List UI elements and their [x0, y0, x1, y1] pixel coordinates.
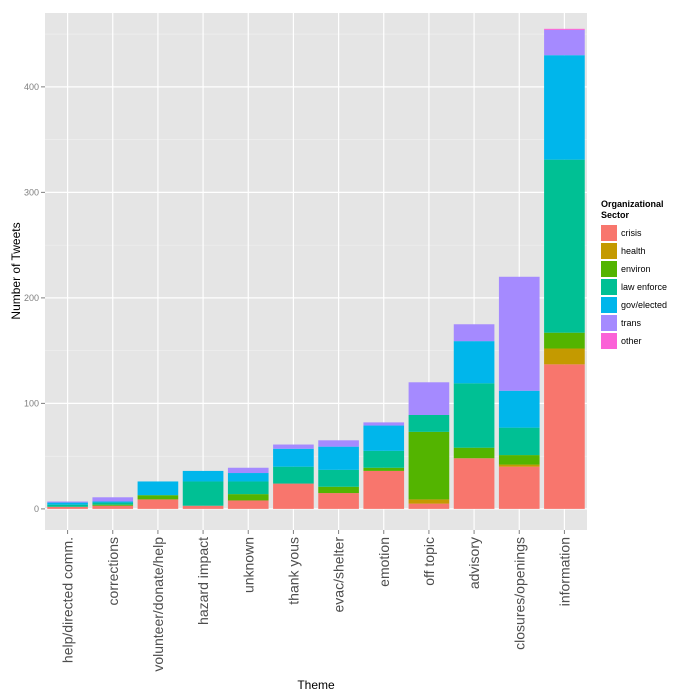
x-axis-ticks: help/directed comm. corrections volunteer/…	[60, 530, 572, 672]
y-axis-title: Number of Tweets	[9, 222, 23, 319]
legend-swatch	[601, 261, 617, 277]
y-tick-label: 200	[24, 293, 39, 303]
x-tick-label: volunteer/donate/help	[150, 537, 166, 672]
bar-segment	[408, 499, 450, 504]
legend-title-line-2: Sector	[601, 210, 630, 220]
bar-segment	[363, 450, 405, 468]
bar-segment	[408, 431, 450, 500]
bar-segment	[92, 504, 134, 506]
bar-segment	[273, 466, 314, 484]
x-tick-label: closures/openings	[511, 537, 527, 650]
legend-swatch	[601, 315, 617, 331]
legend-label: gov/elected	[621, 300, 667, 310]
bar-segment	[498, 427, 540, 456]
x-tick-label: advisory	[466, 537, 482, 589]
bar-segment	[544, 364, 585, 509]
bar-segment	[498, 455, 540, 465]
y-axis-ticks: 0 100 200 300 400	[24, 82, 45, 514]
x-tick-label: corrections	[105, 537, 121, 605]
bar-segment	[137, 481, 179, 496]
bar-segment	[544, 29, 585, 56]
bar-segment	[318, 493, 359, 509]
bar-segment	[318, 446, 359, 470]
legend: Organizational Sector crisis health enviro…	[601, 199, 667, 349]
bar-segment	[137, 499, 179, 509]
x-tick-label: off topic	[421, 537, 437, 586]
bar-segment	[453, 447, 495, 459]
x-tick-label: unknown	[240, 537, 256, 593]
legend-label: other	[621, 336, 642, 346]
bar-segment	[92, 501, 134, 503]
bar-segment	[182, 505, 224, 509]
bar-segment	[544, 55, 585, 160]
x-tick-label: help/directed comm.	[60, 537, 76, 663]
bar-segment	[544, 332, 585, 349]
legend-swatch	[601, 333, 617, 349]
legend-label: trans	[621, 318, 642, 328]
bar-segment	[453, 458, 495, 509]
x-tick-label: emotion	[376, 537, 392, 587]
bar-segment	[273, 448, 314, 467]
legend-items: crisis health environ law enforce gov/electe…	[601, 225, 667, 349]
bar-segment	[227, 494, 269, 501]
bar-segment	[408, 382, 450, 415]
bars	[47, 28, 585, 509]
legend-label: law enforce	[621, 282, 667, 292]
bar-segment	[318, 486, 359, 494]
bar-segment	[363, 470, 405, 509]
legend-label: crisis	[621, 228, 642, 238]
bar-segment	[47, 504, 88, 507]
bar-segment	[408, 414, 450, 432]
legend-label: environ	[621, 264, 651, 274]
bar-segment	[47, 501, 88, 503]
bar-segment	[498, 390, 540, 428]
bar-segment	[453, 383, 495, 448]
bar-segment	[47, 506, 88, 509]
plot-panel	[45, 13, 587, 530]
bar-segment	[363, 422, 405, 426]
bar-segment	[498, 466, 540, 509]
bar-segment	[227, 481, 269, 495]
legend-swatch	[601, 279, 617, 295]
legend-swatch	[601, 297, 617, 313]
bar-segment	[544, 159, 585, 333]
legend-label: health	[621, 246, 646, 256]
bar-segment	[544, 348, 585, 365]
bar-segment	[498, 464, 540, 467]
bar-segment	[273, 444, 314, 449]
bar-segment	[227, 473, 269, 482]
x-tick-label: information	[556, 537, 572, 606]
x-tick-label: thank yous	[285, 537, 301, 605]
bar-segment	[318, 440, 359, 447]
y-tick-label: 0	[34, 504, 39, 514]
bar-segment	[363, 467, 405, 471]
bar-segment	[47, 502, 88, 505]
y-tick-label: 100	[24, 398, 39, 408]
legend-swatch	[601, 243, 617, 259]
bar-segment	[92, 497, 134, 502]
bar-segment	[273, 483, 314, 509]
y-tick-label: 400	[24, 82, 39, 92]
bar-segment	[92, 502, 134, 505]
bar-segment	[318, 469, 359, 487]
bar-segment	[408, 503, 450, 509]
x-axis-title: Theme	[297, 678, 335, 692]
bar-segment	[227, 500, 269, 509]
bar-segment	[453, 324, 495, 342]
bar-segment	[92, 505, 134, 509]
legend-title-line-1: Organizational	[601, 199, 664, 209]
bar-segment	[137, 495, 179, 500]
bar-segment	[498, 276, 540, 391]
legend-swatch	[601, 225, 617, 241]
bar-segment	[182, 470, 224, 482]
bar-segment	[227, 467, 269, 474]
x-tick-label: evac/shelter	[331, 537, 347, 613]
bar-segment	[363, 425, 405, 451]
x-tick-label: hazard impact	[195, 537, 211, 625]
y-tick-label: 300	[24, 187, 39, 197]
bar-segment	[182, 481, 224, 506]
bar-segment	[544, 28, 585, 30]
bar-segment	[453, 341, 495, 384]
